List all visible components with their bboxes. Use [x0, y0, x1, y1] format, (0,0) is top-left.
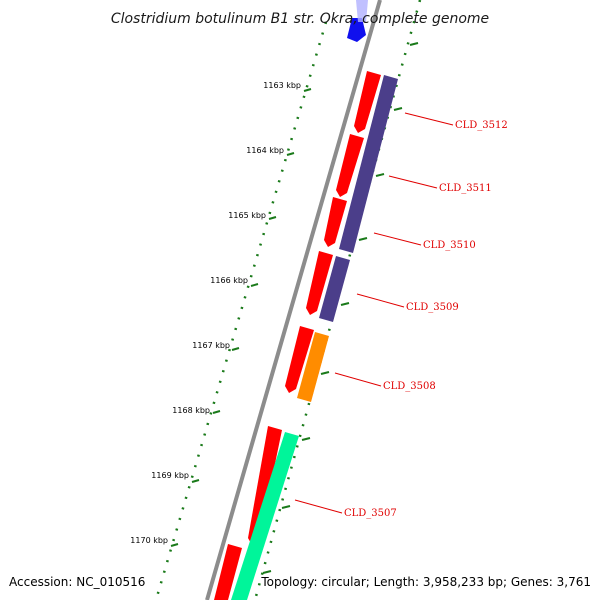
gene-purple-3512	[339, 75, 398, 253]
feature-top-blue-light	[356, 0, 368, 22]
genome-backbone	[205, 0, 382, 600]
ruler-tick-right-4	[358, 237, 368, 241]
cds-red-4	[306, 251, 333, 315]
ruler-tick-right-3	[375, 173, 385, 177]
ruler-tick-right-8	[281, 505, 291, 509]
label-line-3511	[388, 175, 438, 189]
ruler-label-1170: 1170 kbp	[130, 536, 168, 545]
ruler-tick-1168	[212, 410, 221, 414]
label-line-3508	[334, 372, 382, 387]
ruler-tick-1169	[191, 479, 200, 483]
gene-label-3511: CLD_3511	[439, 183, 492, 194]
map-title: Clostridium botulinum B1 str. Okra, comp…	[111, 11, 489, 27]
ruler-label-1168: 1168 kbp	[172, 406, 210, 415]
cds-red-1	[354, 71, 381, 133]
ruler-track-right	[253, 0, 422, 600]
gene-label-3510: CLD_3510	[423, 240, 476, 251]
cds-red-2	[336, 134, 364, 197]
cds-red-7	[214, 544, 242, 600]
ruler-tick-1170	[170, 543, 179, 547]
ruler-track-left	[154, 21, 328, 600]
ruler-label-1164: 1164 kbp	[246, 146, 284, 155]
accession-text: Accession: NC_010516	[9, 575, 146, 589]
gene-label-3509: CLD_3509	[406, 302, 459, 313]
ruler-tick-right-5	[340, 302, 350, 306]
ruler-tick-1164	[286, 152, 295, 156]
gene-green-3507	[231, 432, 299, 600]
label-line-3507	[294, 499, 343, 514]
ruler-label-1167: 1167 kbp	[192, 341, 230, 350]
ruler-tick-right-9	[262, 570, 272, 574]
gene-purple-3509	[319, 256, 350, 322]
cds-red-6	[248, 426, 282, 545]
ruler-tick-right-7	[301, 437, 311, 441]
ruler-label-1166: 1166 kbp	[210, 276, 248, 285]
ruler-tick-1167	[231, 347, 240, 351]
gene-orange-3508	[297, 332, 329, 402]
ruler-tick-right-1	[409, 42, 419, 46]
feature-top-blue	[347, 18, 366, 42]
ruler-label-1165: 1165 kbp	[228, 211, 266, 220]
gene-label-3507: CLD_3507	[344, 508, 397, 519]
ruler-label-1169: 1169 kbp	[151, 471, 189, 480]
ruler-tick-right-2	[393, 107, 403, 111]
cds-red-3	[324, 197, 347, 247]
ruler-label-1163: 1163 kbp	[263, 81, 301, 90]
cds-red-5	[285, 326, 314, 393]
ruler-tick-1163	[303, 88, 312, 92]
label-line-3509	[356, 293, 405, 308]
gene-label-3508: CLD_3508	[383, 381, 436, 392]
label-line-3510	[373, 232, 422, 246]
ruler-tick-right-6	[320, 371, 330, 375]
genome-summary-text: Topology: circular; Length: 3,958,233 bp…	[261, 575, 591, 589]
label-line-3512	[404, 112, 454, 126]
gene-label-3512: CLD_3512	[455, 120, 508, 131]
ruler-tick-1166	[250, 283, 259, 287]
ruler-tick-1165	[268, 216, 277, 220]
